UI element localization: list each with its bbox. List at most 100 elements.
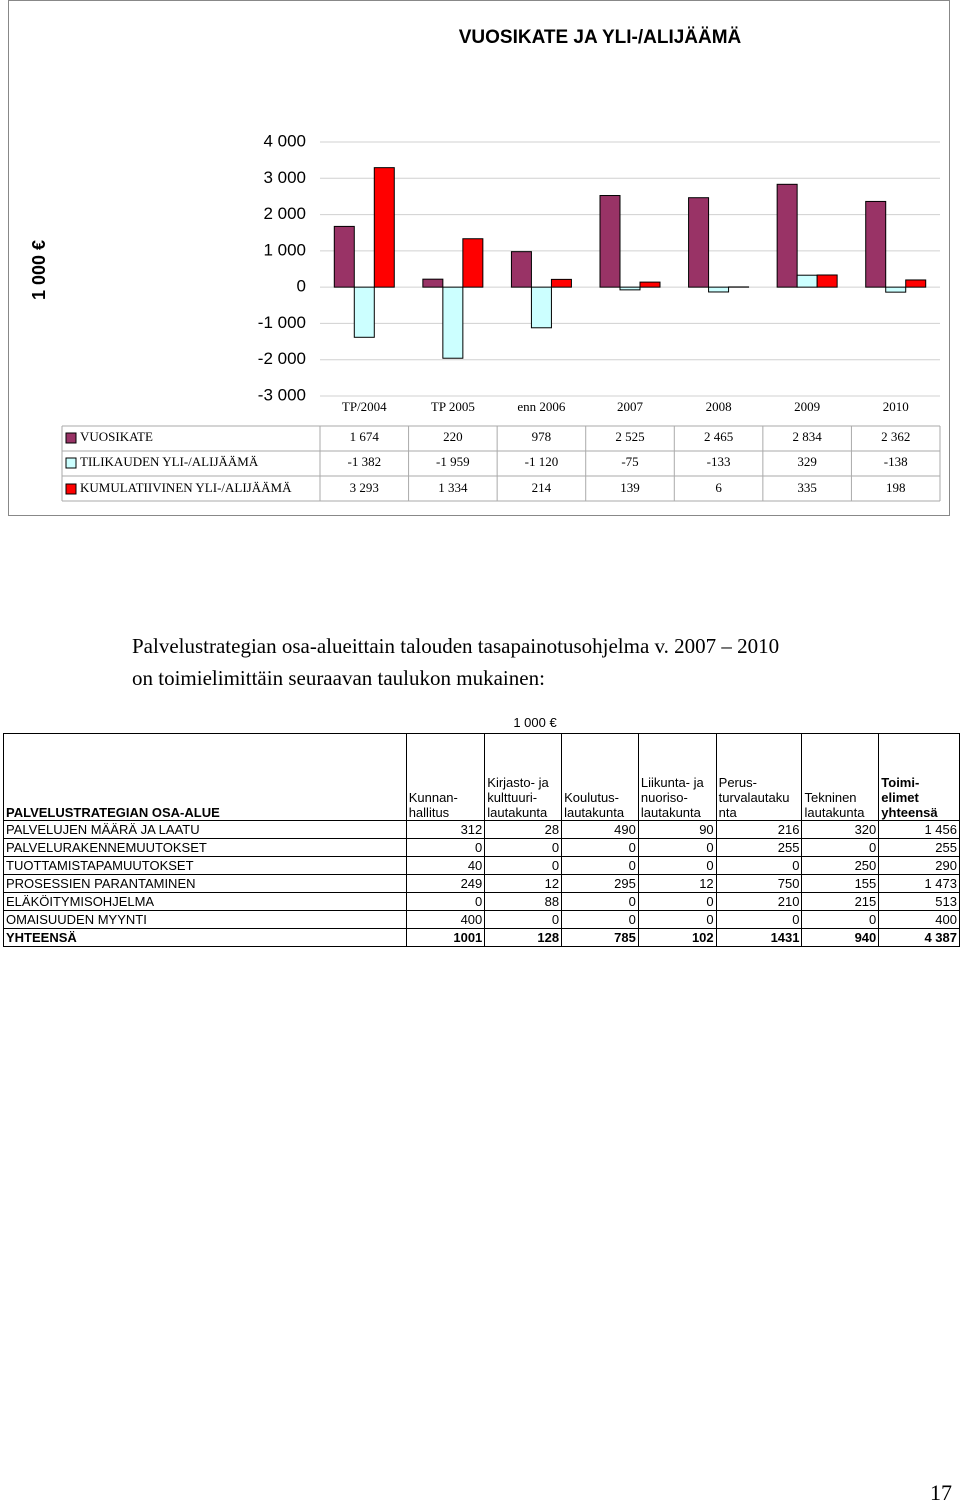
legend-marker bbox=[66, 484, 76, 494]
bar bbox=[354, 287, 374, 337]
data-label: 198 bbox=[886, 480, 906, 495]
bar bbox=[620, 287, 640, 290]
data-label: 329 bbox=[797, 454, 817, 469]
table-cell: 1 473 bbox=[879, 875, 960, 893]
y-tick-label: -2 000 bbox=[258, 349, 306, 368]
bar bbox=[600, 196, 620, 288]
table-cell: PALVELUSTRATEGIAN OSA-ALUE bbox=[4, 734, 407, 821]
y-tick-label: 1 000 bbox=[263, 240, 306, 259]
table-cell: 216 bbox=[716, 821, 802, 839]
bar bbox=[463, 239, 483, 287]
table-cell: 490 bbox=[562, 821, 639, 839]
table-cell: 12 bbox=[638, 875, 716, 893]
bar bbox=[777, 184, 797, 287]
data-label: -138 bbox=[884, 454, 908, 469]
bar bbox=[709, 287, 729, 292]
table-cell: 0 bbox=[562, 857, 639, 875]
data-label: 2 362 bbox=[881, 429, 910, 444]
table-cell: 0 bbox=[406, 893, 485, 911]
table-cell: 40 bbox=[406, 857, 485, 875]
table-cell: PROSESSIEN PARANTAMINEN bbox=[4, 875, 407, 893]
table-cell: 400 bbox=[406, 911, 485, 929]
table-cell: 28 bbox=[485, 821, 562, 839]
x-tick-label: 2008 bbox=[706, 399, 732, 414]
bar bbox=[511, 252, 531, 287]
bar bbox=[531, 287, 551, 328]
legend-marker bbox=[66, 458, 76, 468]
paragraph: Palvelustrategian osa-alueittain taloude… bbox=[132, 630, 779, 694]
paragraph-line: on toimielimittäin seuraavan taulukon mu… bbox=[132, 662, 779, 694]
table-cell: 0 bbox=[485, 857, 562, 875]
y-tick-label: 4 000 bbox=[263, 131, 306, 150]
table-cell: 0 bbox=[485, 839, 562, 857]
table-cell: 0 bbox=[638, 857, 716, 875]
table-cell: Perus- turvalautaku nta bbox=[716, 734, 802, 821]
table-cell: Koulutus- lautakunta bbox=[562, 734, 639, 821]
page-number: 17 bbox=[930, 1480, 952, 1506]
legend-label: KUMULATIIVINEN YLI-/ALIJÄÄMÄ bbox=[80, 480, 292, 495]
table-cell: 128 bbox=[485, 929, 562, 947]
paragraph-line: Palvelustrategian osa-alueittain taloude… bbox=[132, 630, 779, 662]
table-cell: 88 bbox=[485, 893, 562, 911]
table-cell: 0 bbox=[562, 893, 639, 911]
table-cell: 155 bbox=[802, 875, 879, 893]
legend-marker bbox=[66, 433, 76, 443]
x-tick-label: 2007 bbox=[617, 399, 644, 414]
table-cell: TUOTTAMISTAPAMUUTOKSET bbox=[4, 857, 407, 875]
table-cell: 12 bbox=[485, 875, 562, 893]
y-tick-label: -1 000 bbox=[258, 313, 306, 332]
table-cell: 1 456 bbox=[879, 821, 960, 839]
data-label: 220 bbox=[443, 429, 463, 444]
table-cell: 255 bbox=[716, 839, 802, 857]
x-tick-label: enn 2006 bbox=[517, 399, 566, 414]
data-label: -1 120 bbox=[525, 454, 559, 469]
data-label: 6 bbox=[715, 480, 722, 495]
table-cell: Kunnan- hallitus bbox=[406, 734, 485, 821]
data-label: 2 834 bbox=[793, 429, 823, 444]
table-cell: 785 bbox=[562, 929, 639, 947]
data-label: -1 382 bbox=[347, 454, 381, 469]
y-axis-label: 1 000 € bbox=[29, 240, 49, 300]
table-cell: 0 bbox=[802, 911, 879, 929]
table-cell: 400 bbox=[879, 911, 960, 929]
table-cell: 750 bbox=[716, 875, 802, 893]
table-cell: 249 bbox=[406, 875, 485, 893]
table-cell: 320 bbox=[802, 821, 879, 839]
data-label: 1 674 bbox=[350, 429, 380, 444]
data-label: 1 334 bbox=[438, 480, 468, 495]
table-cell: ELÄKÖITYMISOHJELMA bbox=[4, 893, 407, 911]
x-tick-label: 2009 bbox=[794, 399, 820, 414]
bar bbox=[689, 198, 709, 287]
data-label: 139 bbox=[620, 480, 640, 495]
table-cell: PALVELURAKENNEMUUTOKSET bbox=[4, 839, 407, 857]
table-cell: 0 bbox=[638, 911, 716, 929]
table-cell: 0 bbox=[716, 911, 802, 929]
table-cell: Liikunta- ja nuoriso- lautakunta bbox=[638, 734, 716, 821]
table-cell: 0 bbox=[716, 857, 802, 875]
table-unit: 1 000 € bbox=[480, 715, 590, 730]
table-cell: 0 bbox=[406, 839, 485, 857]
table-cell: 90 bbox=[638, 821, 716, 839]
data-label: 3 293 bbox=[350, 480, 379, 495]
table-cell: Toimi- elimet yhteensä bbox=[879, 734, 960, 821]
data-label: -75 bbox=[621, 454, 638, 469]
table-cell: 1431 bbox=[716, 929, 802, 947]
chart: VUOSIKATE JA YLI-/ALIJÄÄMÄ 1 000 € -3 00… bbox=[0, 0, 960, 520]
table-cell: 215 bbox=[802, 893, 879, 911]
table-cell: 255 bbox=[879, 839, 960, 857]
data-label: -1 959 bbox=[436, 454, 470, 469]
bar bbox=[334, 226, 354, 287]
table-cell: 0 bbox=[562, 839, 639, 857]
table-cell: 312 bbox=[406, 821, 485, 839]
x-tick-label: 2010 bbox=[883, 399, 909, 414]
